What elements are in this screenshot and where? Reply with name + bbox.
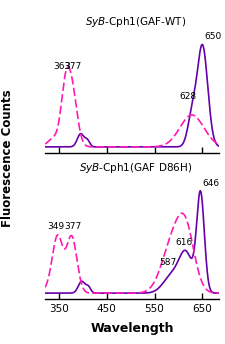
Text: $\it{SyB}$-Cph1(GAF D86H): $\it{SyB}$-Cph1(GAF D86H): [79, 161, 191, 175]
Text: 377: 377: [64, 223, 81, 232]
Text: 377: 377: [64, 62, 81, 71]
Text: Wavelength: Wavelength: [90, 322, 173, 335]
Text: 363: 363: [53, 62, 70, 71]
Text: 587: 587: [159, 258, 176, 267]
Text: 646: 646: [202, 179, 219, 188]
Text: Fluorescence Counts: Fluorescence Counts: [1, 89, 14, 227]
Text: 628: 628: [179, 92, 196, 101]
Text: $\it{SyB}$-Cph1(GAF-WT): $\it{SyB}$-Cph1(GAF-WT): [85, 15, 185, 29]
Text: 616: 616: [175, 238, 192, 247]
Text: 349: 349: [47, 222, 64, 231]
Text: 650: 650: [203, 32, 221, 42]
